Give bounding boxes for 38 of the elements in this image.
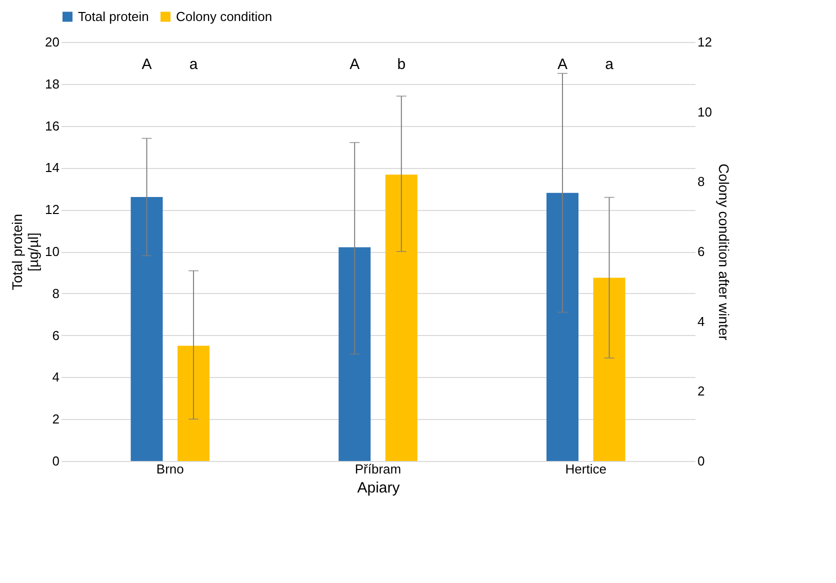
y-tick-label: 18 bbox=[45, 76, 60, 92]
y-axis-title: Total protein [µg/µl] bbox=[9, 214, 42, 290]
x-tick-label: Hertice bbox=[565, 462, 606, 476]
bar bbox=[130, 197, 163, 461]
x-tick-label: Brno bbox=[156, 462, 184, 476]
annotation: b bbox=[397, 56, 406, 73]
x-axis-title: Apiary bbox=[357, 480, 400, 496]
y2-tick-label: 6 bbox=[698, 244, 705, 259]
y2-tick-label: 8 bbox=[698, 174, 705, 190]
y-tick-label: 14 bbox=[45, 160, 60, 176]
y-tick-label: 0 bbox=[52, 454, 60, 468]
y-tick-label: 12 bbox=[45, 202, 60, 218]
bar bbox=[546, 192, 578, 461]
y-tick-label: 2 bbox=[52, 412, 60, 427]
y2-axis-title: Colony condition after winter bbox=[716, 164, 732, 341]
y2-tick-label: 4 bbox=[698, 314, 705, 329]
bar bbox=[338, 247, 371, 461]
y2-tick-label: 0 bbox=[698, 454, 705, 468]
annotation: A bbox=[350, 56, 360, 73]
bar bbox=[593, 278, 626, 461]
annotation: A bbox=[557, 56, 568, 73]
y-tick-label: 6 bbox=[52, 328, 60, 343]
y2-tick-label: 2 bbox=[698, 384, 705, 399]
y-tick-label: 16 bbox=[45, 118, 60, 134]
legend-label: Total protein bbox=[78, 8, 149, 24]
y-tick-label: 8 bbox=[52, 286, 60, 301]
y-tick-label: 20 bbox=[45, 34, 60, 50]
annotation: a bbox=[189, 56, 198, 73]
y-tick-label: 4 bbox=[52, 370, 60, 385]
x-tick-label: Příbram bbox=[354, 462, 402, 476]
annotation: a bbox=[605, 56, 614, 73]
annotation: A bbox=[142, 56, 152, 73]
y2-tick-label: 12 bbox=[698, 34, 712, 50]
bar bbox=[178, 346, 210, 461]
y-tick-label: 10 bbox=[45, 244, 60, 259]
legend-label: Colony condition bbox=[176, 8, 272, 24]
y2-tick-label: 10 bbox=[698, 104, 712, 120]
bar bbox=[385, 174, 418, 461]
